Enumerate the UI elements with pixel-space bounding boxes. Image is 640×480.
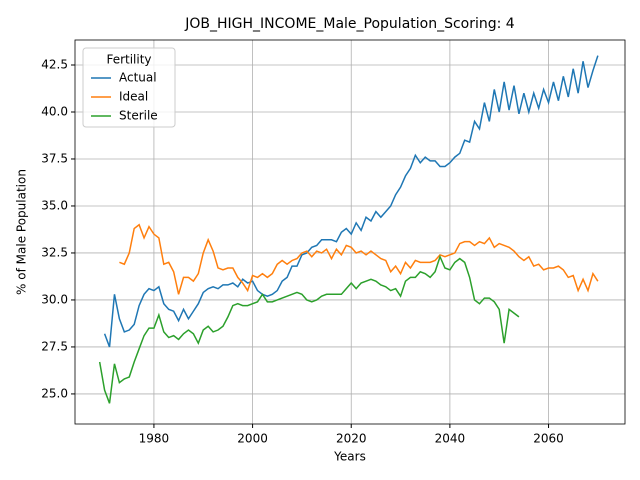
- legend-label: Sterile: [119, 109, 158, 123]
- x-tick-label: 2060: [533, 432, 564, 446]
- y-tick-label: 37.5: [41, 151, 68, 165]
- data-line: [119, 223, 599, 295]
- data-line: [98, 254, 520, 404]
- x-tick-label: 2020: [336, 432, 367, 446]
- legend-title: Fertility: [106, 53, 151, 67]
- y-tick-label: 30.0: [41, 292, 68, 306]
- y-tick-label: 27.5: [41, 339, 68, 353]
- x-tick-label: 2040: [435, 432, 466, 446]
- legend-label: Actual: [119, 71, 157, 85]
- y-tick-label: 32.5: [41, 245, 68, 259]
- x-axis-label: Years: [333, 450, 366, 464]
- x-tick-label: 2000: [237, 432, 268, 446]
- x-tick-label: 1980: [139, 432, 170, 446]
- legend-box: [82, 47, 176, 128]
- plot-frame: [74, 39, 626, 425]
- legend: Fertility Actual Ideal Sterile: [82, 47, 176, 128]
- chart-title: JOB_HIGH_INCOME_Male_Population_Scoring:…: [184, 16, 515, 32]
- data-line: [103, 55, 599, 348]
- y-tick-label: 40.0: [41, 104, 68, 118]
- y-tick-label: 42.5: [41, 57, 68, 71]
- legend-label: Ideal: [119, 90, 148, 104]
- y-tick-label: 25.0: [41, 386, 68, 400]
- y-tick-label: 35.0: [41, 198, 68, 212]
- y-axis-label: % of Male Population: [15, 169, 29, 295]
